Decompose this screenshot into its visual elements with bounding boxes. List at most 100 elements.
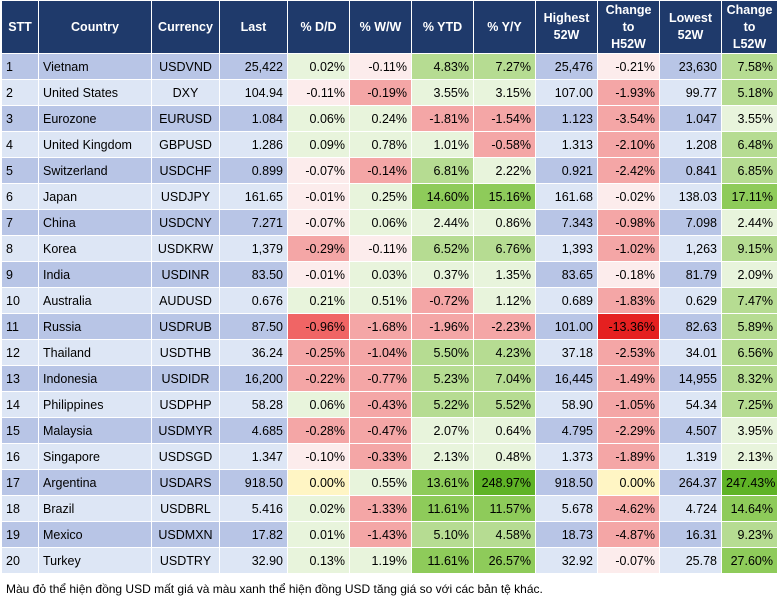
cell-country: China — [38, 209, 152, 236]
cell-last: 0.899 — [219, 157, 288, 184]
cell-last: 17.82 — [219, 521, 288, 548]
cell-low52w: 4.507 — [659, 417, 722, 444]
cell-change-l52w: 7.47% — [721, 287, 777, 314]
cell-change-l52w: 2.44% — [721, 209, 777, 236]
cell-country: United States — [38, 79, 152, 106]
cell-ytd: 11.61% — [411, 495, 474, 522]
cell-ytd: 1.01% — [411, 131, 474, 158]
cell-high52w: 18.73 — [535, 521, 598, 548]
cell-change-h52w: -0.02% — [597, 183, 660, 210]
cell-low52w: 25.78 — [659, 547, 722, 574]
cell-ytd: 5.10% — [411, 521, 474, 548]
cell-change-l52w: 8.32% — [721, 365, 777, 392]
footnote: Màu đỏ thể hiện đồng USD mất giá và màu … — [6, 582, 543, 596]
cell-change-h52w: -1.89% — [597, 443, 660, 470]
cell-change-l52w: 14.64% — [721, 495, 777, 522]
cell-change-l52w: 5.89% — [721, 313, 777, 340]
cell-change-h52w: -0.21% — [597, 53, 660, 80]
cell-change-h52w: -2.53% — [597, 339, 660, 366]
cell-high52w: 1.313 — [535, 131, 598, 158]
cell-ytd: -0.72% — [411, 287, 474, 314]
header-change-l52w: Change to L52W — [721, 0, 777, 54]
cell-last: 918.50 — [219, 469, 288, 496]
table-row: 9 India USDINR 83.50 -0.01% 0.03% 0.37% 1.35% 83… — [1, 261, 777, 288]
cell-high52w: 37.18 — [535, 339, 598, 366]
header-row: STT Country Currency Last % D/D % W/W % … — [1, 0, 777, 54]
cell-change-h52w: -0.98% — [597, 209, 660, 236]
cell-dd: 0.21% — [287, 287, 350, 314]
header-currency: Currency — [151, 0, 220, 54]
cell-ytd: 3.55% — [411, 79, 474, 106]
cell-low52w: 1,263 — [659, 235, 722, 262]
cell-change-l52w: 6.48% — [721, 131, 777, 158]
cell-currency: USDPHP — [151, 391, 220, 418]
cell-change-h52w: -4.62% — [597, 495, 660, 522]
cell-change-h52w: -4.87% — [597, 521, 660, 548]
cell-low52w: 34.01 — [659, 339, 722, 366]
cell-country: Malaysia — [38, 417, 152, 444]
cell-currency: USDBRL — [151, 495, 220, 522]
cell-yy: 2.22% — [473, 157, 536, 184]
cell-yy: 4.58% — [473, 521, 536, 548]
cell-yy: 26.57% — [473, 547, 536, 574]
cell-last: 36.24 — [219, 339, 288, 366]
header-country: Country — [38, 0, 152, 54]
cell-last: 1,379 — [219, 235, 288, 262]
table-row: 17 Argentina USDARS 918.50 0.00% 0.55% 13.61% 2… — [1, 469, 777, 496]
cell-country: Philippines — [38, 391, 152, 418]
table-row: 11 Russia USDRUB 87.50 -0.96% -1.68% -1.96% -2.… — [1, 313, 777, 340]
table-row: 1 Vietnam USDVND 25,422 0.02% -0.11% 4.83% 7.27… — [1, 53, 777, 80]
cell-last: 32.90 — [219, 547, 288, 574]
cell-last: 161.65 — [219, 183, 288, 210]
cell-low52w: 23,630 — [659, 53, 722, 80]
cell-ww: -0.47% — [349, 417, 412, 444]
cell-ww: 0.06% — [349, 209, 412, 236]
cell-currency: USDSGD — [151, 443, 220, 470]
header-low52w: Lowest 52W — [659, 0, 722, 54]
cell-yy: -2.23% — [473, 313, 536, 340]
cell-change-l52w: 6.56% — [721, 339, 777, 366]
cell-dd: -0.01% — [287, 183, 350, 210]
cell-change-h52w: -1.83% — [597, 287, 660, 314]
cell-last: 7.271 — [219, 209, 288, 236]
cell-country: Switzerland — [38, 157, 152, 184]
cell-change-l52w: 27.60% — [721, 547, 777, 574]
cell-ytd: 5.22% — [411, 391, 474, 418]
cell-ytd: 6.81% — [411, 157, 474, 184]
cell-yy: 248.97% — [473, 469, 536, 496]
cell-last: 25,422 — [219, 53, 288, 80]
cell-high52w: 83.65 — [535, 261, 598, 288]
cell-ww: -1.43% — [349, 521, 412, 548]
cell-currency: USDKRW — [151, 235, 220, 262]
cell-last: 0.676 — [219, 287, 288, 314]
fx-table: STT Country Currency Last % D/D % W/W % … — [1, 0, 777, 574]
cell-ytd: 11.61% — [411, 547, 474, 574]
table-row: 13 Indonesia USDIDR 16,200 -0.22% -0.77% 5.23%… — [1, 365, 777, 392]
cell-last: 16,200 — [219, 365, 288, 392]
cell-low52w: 54.34 — [659, 391, 722, 418]
table-row: 10 Australia AUDUSD 0.676 0.21% 0.51% -0.72% 1.… — [1, 287, 777, 314]
cell-stt: 15 — [1, 417, 39, 444]
cell-currency: GBPUSD — [151, 131, 220, 158]
cell-high52w: 1.373 — [535, 443, 598, 470]
cell-dd: -0.28% — [287, 417, 350, 444]
cell-dd: 0.13% — [287, 547, 350, 574]
cell-change-l52w: 6.85% — [721, 157, 777, 184]
cell-ytd: 5.23% — [411, 365, 474, 392]
cell-ytd: 0.37% — [411, 261, 474, 288]
cell-low52w: 1.208 — [659, 131, 722, 158]
cell-dd: -0.10% — [287, 443, 350, 470]
cell-high52w: 1.123 — [535, 105, 598, 132]
header-dd: % D/D — [287, 0, 350, 54]
cell-country: Turkey — [38, 547, 152, 574]
cell-ww: -0.14% — [349, 157, 412, 184]
cell-ytd: 6.52% — [411, 235, 474, 262]
cell-ww: 0.55% — [349, 469, 412, 496]
cell-currency: USDIDR — [151, 365, 220, 392]
cell-low52w: 82.63 — [659, 313, 722, 340]
header-ytd: % YTD — [411, 0, 474, 54]
cell-last: 1.084 — [219, 105, 288, 132]
cell-ww: -1.04% — [349, 339, 412, 366]
cell-ytd: 13.61% — [411, 469, 474, 496]
cell-yy: 11.57% — [473, 495, 536, 522]
